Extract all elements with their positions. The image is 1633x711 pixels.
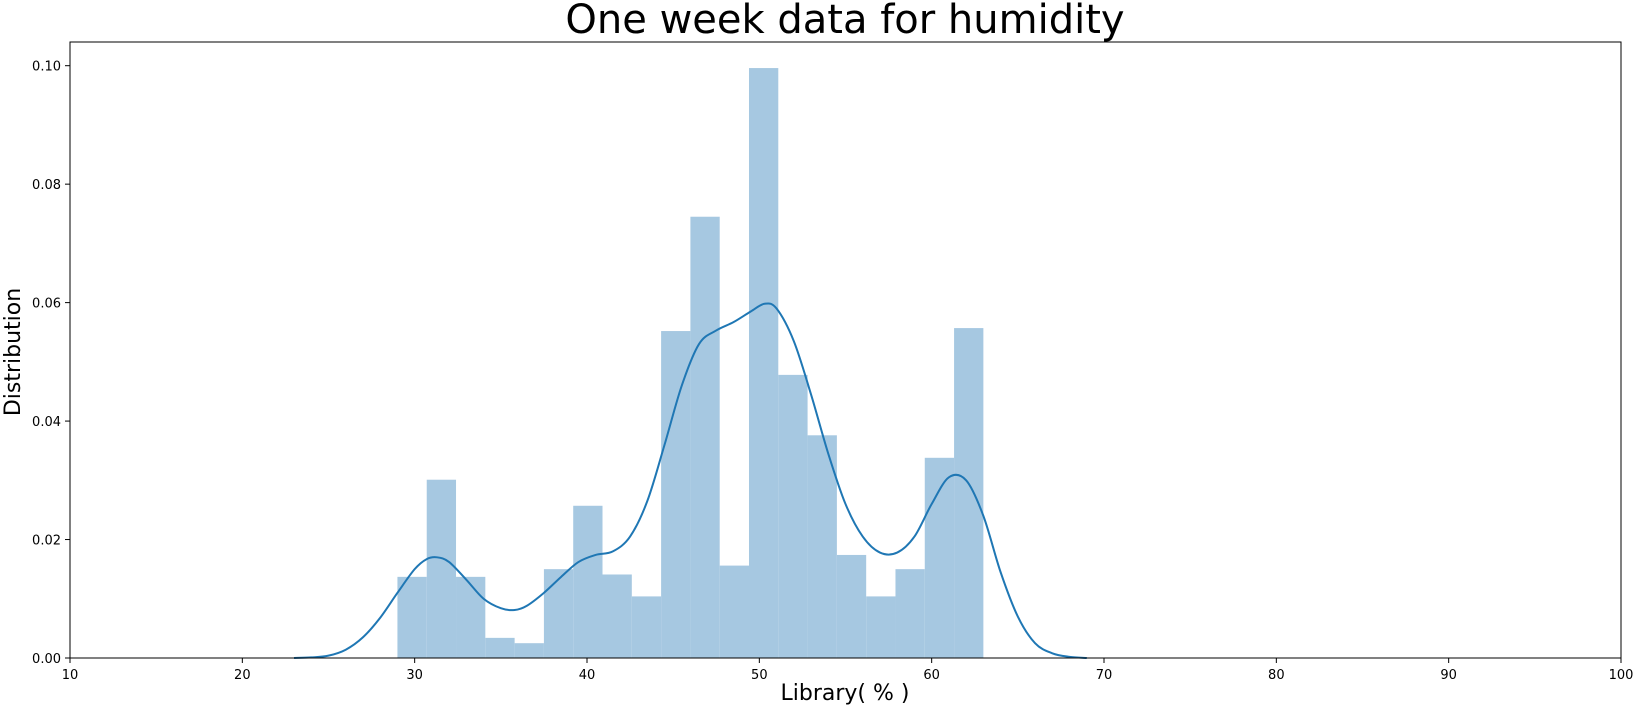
x-tick-label: 30 bbox=[406, 668, 423, 683]
histogram-bar-10 bbox=[690, 216, 720, 658]
y-axis-ticks: 0.00 0.02 0.04 0.06 0.08 0.10 bbox=[32, 60, 70, 667]
y-tick-label: 0.06 bbox=[32, 297, 61, 312]
x-tick-label: 80 bbox=[1268, 668, 1285, 683]
histogram-bar-12 bbox=[748, 68, 779, 659]
histogram-bar-4 bbox=[514, 643, 544, 658]
kde-line bbox=[293, 302, 1087, 659]
histogram-bar-3 bbox=[485, 637, 515, 658]
histogram-bar-18 bbox=[924, 457, 955, 658]
y-tick-label: 0.10 bbox=[32, 60, 61, 75]
histogram-bar-2 bbox=[456, 576, 486, 658]
histogram-bar-11 bbox=[719, 565, 749, 658]
x-tick-label: 40 bbox=[579, 668, 596, 683]
y-tick-label: 0.02 bbox=[32, 534, 61, 549]
histogram-bar-5 bbox=[543, 569, 574, 658]
x-tick-label: 60 bbox=[923, 668, 940, 683]
x-tick-label: 20 bbox=[234, 668, 251, 683]
y-tick-label: 0.04 bbox=[32, 415, 61, 430]
histogram-bar-6 bbox=[573, 505, 603, 658]
x-tick-label: 10 bbox=[62, 668, 79, 683]
histogram-bar-7 bbox=[602, 574, 632, 658]
y-tick-label: 0.00 bbox=[32, 652, 61, 667]
x-tick-label: 50 bbox=[751, 668, 768, 683]
y-axis-label: Distribution bbox=[1, 288, 26, 416]
histogram-bar-0 bbox=[397, 576, 427, 658]
x-axis-label: Library( % ) bbox=[781, 681, 910, 706]
histogram-bar-19 bbox=[954, 328, 984, 658]
chart-title: One week data for humidity bbox=[565, 0, 1124, 43]
histogram-bar-1 bbox=[426, 479, 457, 658]
plot-frame bbox=[69, 41, 1622, 659]
histogram-bar-17 bbox=[895, 569, 925, 658]
histogram-bar-8 bbox=[631, 596, 662, 658]
y-tick-label: 0.08 bbox=[32, 178, 61, 193]
x-tick-label: 90 bbox=[1440, 668, 1457, 683]
histogram-bar-13 bbox=[778, 374, 808, 658]
histogram-bar-15 bbox=[836, 554, 867, 658]
x-axis-ticks: 10 20 30 40 50 60 70 80 90 100 bbox=[62, 658, 1633, 683]
histogram-bar-9 bbox=[661, 331, 691, 658]
histogram-bar-14 bbox=[807, 435, 837, 658]
histogram-bars bbox=[397, 68, 984, 659]
histogram-bar-16 bbox=[866, 596, 896, 658]
x-tick-label: 100 bbox=[1609, 668, 1633, 683]
x-tick-label: 70 bbox=[1096, 668, 1113, 683]
